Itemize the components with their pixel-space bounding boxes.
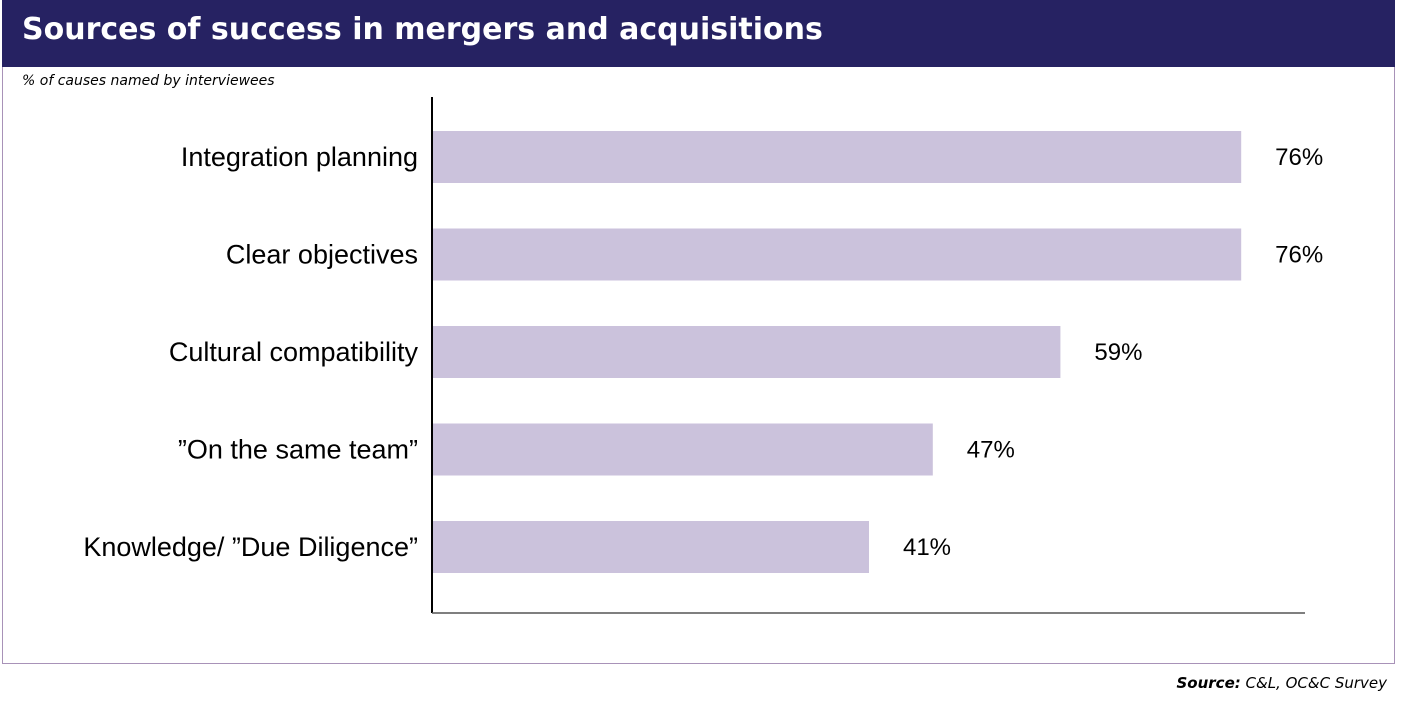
chart-subtitle: % of causes named by interviewees <box>22 73 275 89</box>
bar-1 <box>433 228 1242 281</box>
bar-4 <box>433 521 869 573</box>
category-label-2: Cultural compatibility <box>169 337 419 367</box>
bars-group: Integration planning 76% Clear objectives 7… <box>83 131 1323 573</box>
source-text: C&L, OC&C Survey <box>1245 674 1387 692</box>
category-label-3: ”On the same team” <box>178 435 418 465</box>
chart-title: Sources of success in mergers and acquis… <box>22 12 823 47</box>
category-label-0: Integration planning <box>181 142 418 172</box>
chart-header: Sources of success in mergers and acquis… <box>2 0 1395 67</box>
value-label-3: 47% <box>967 437 1015 464</box>
category-label-1: Clear objectives <box>226 240 418 270</box>
value-label-4: 41% <box>903 534 951 561</box>
bar-0 <box>433 131 1242 183</box>
value-label-2: 59% <box>1094 339 1142 366</box>
source-note: Source: C&L, OC&C Survey <box>1177 674 1388 692</box>
value-label-1: 76% <box>1275 242 1323 269</box>
value-label-0: 76% <box>1275 144 1323 171</box>
chart-frame <box>2 0 1395 664</box>
category-label-4: Knowledge/ ”Due Diligence” <box>83 532 418 562</box>
source-label: Source: <box>1176 674 1241 692</box>
bar-3 <box>433 423 933 476</box>
bar-2 <box>433 326 1061 378</box>
